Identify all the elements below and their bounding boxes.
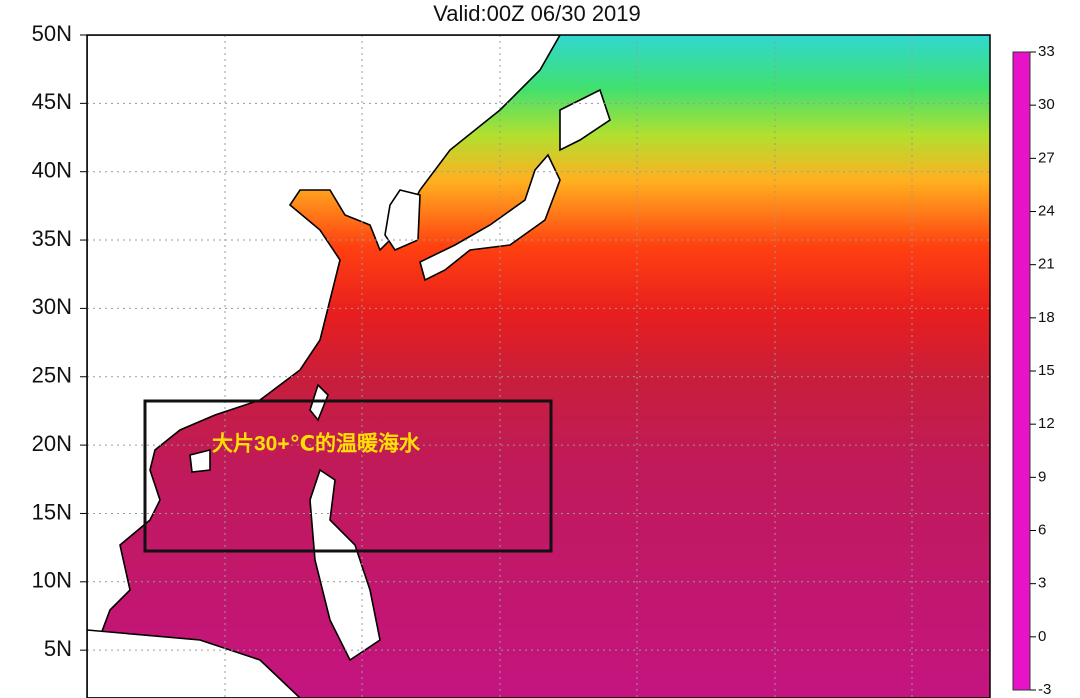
colorbar-label: 0 bbox=[1038, 628, 1046, 645]
colorbar-label: 3 bbox=[1038, 575, 1046, 592]
colorbar-label: 6 bbox=[1038, 521, 1046, 538]
lat-label: 10N bbox=[32, 568, 72, 593]
lat-label: 45N bbox=[32, 89, 72, 114]
colorbar-label: 15 bbox=[1038, 362, 1055, 379]
colorbar-label: 21 bbox=[1038, 256, 1055, 273]
colorbar-label: 12 bbox=[1038, 415, 1055, 432]
colorbar-label: 18 bbox=[1038, 309, 1055, 326]
korea-land bbox=[384, 189, 421, 252]
annotation-box bbox=[143, 399, 553, 553]
lat-label: 50N bbox=[32, 21, 72, 46]
plot-frame bbox=[86, 34, 991, 698]
lat-label: 15N bbox=[32, 499, 72, 524]
colorbar-label: 9 bbox=[1038, 468, 1046, 485]
lat-label: 40N bbox=[32, 158, 72, 183]
hainan-land bbox=[189, 448, 211, 473]
asia-land bbox=[87, 35, 561, 662]
plot-area bbox=[87, 35, 990, 698]
colorbar-label: 30 bbox=[1038, 96, 1055, 113]
map-title: Valid:00Z 06/30 2019 bbox=[433, 1, 641, 26]
colorbar-label: 33 bbox=[1038, 43, 1055, 60]
hokkaido-land bbox=[559, 88, 611, 152]
lat-label: 30N bbox=[32, 294, 72, 319]
colorbar-label: -3 bbox=[1038, 681, 1051, 698]
colorbar-label: 24 bbox=[1038, 202, 1055, 219]
japan-land bbox=[419, 153, 561, 282]
colorbar-label: 27 bbox=[1038, 149, 1055, 166]
lat-label: 5N bbox=[44, 636, 72, 661]
borneo-land bbox=[87, 629, 302, 698]
grid bbox=[87, 35, 990, 698]
colorbar bbox=[1012, 51, 1031, 691]
annotation-text: 大片30+℃的温暖海水 bbox=[212, 432, 421, 456]
lat-label: 20N bbox=[32, 431, 72, 456]
lat-label: 35N bbox=[32, 226, 72, 251]
lat-label: 25N bbox=[32, 363, 72, 388]
